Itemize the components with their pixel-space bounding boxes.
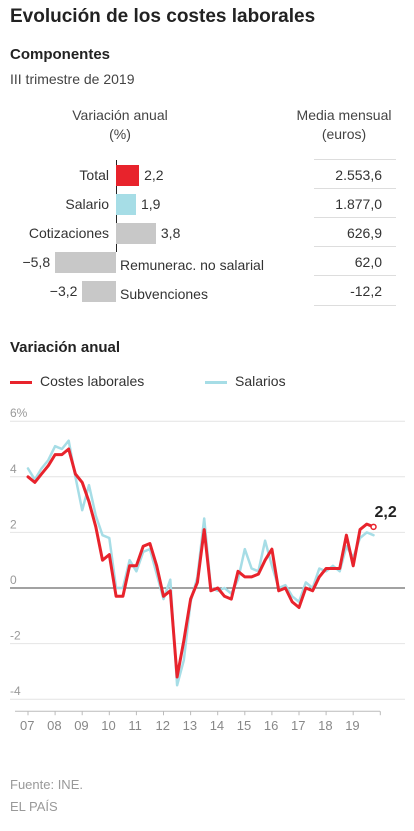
monthly-row-divider: [314, 305, 396, 306]
monthly-header: Media mensual (euros): [284, 106, 404, 144]
line-chart-heading: Variación anual: [10, 339, 121, 356]
component-bar: [116, 194, 136, 215]
y-tick-label: 6%: [10, 406, 28, 420]
monthly-row-divider: [314, 217, 396, 218]
x-tick-label: 08: [47, 718, 61, 730]
component-value: 1,9: [140, 196, 161, 212]
component-label: Cotizaciones: [28, 225, 109, 241]
component-bar: [82, 281, 116, 302]
x-tick-label: 12: [156, 718, 170, 730]
component-bar: [116, 165, 140, 186]
x-tick-label: 13: [183, 718, 197, 730]
source-text: Fuente: INE.: [10, 777, 83, 792]
component-value: −5,8: [22, 254, 51, 270]
x-tick-label: 16: [264, 718, 278, 730]
x-tick-label: 09: [74, 718, 88, 730]
component-label: Total: [79, 167, 109, 183]
series-line-costes-laborales: [26, 447, 375, 679]
monthly-value: 626,9: [346, 225, 382, 241]
monthly-value: 62,0: [354, 254, 382, 270]
component-label: Remunerac. no salarial: [120, 257, 264, 273]
y-tick-label: 4: [10, 462, 17, 476]
components-heading: Componentes: [10, 46, 111, 63]
y-tick-label: -4: [10, 684, 21, 698]
component-value: 2,2: [144, 167, 164, 183]
monthly-header-line1: Media mensual: [296, 107, 392, 123]
period-label: III trimestre de 2019: [10, 71, 135, 87]
component-bar: [116, 223, 156, 244]
x-tick-label: 14: [210, 718, 224, 730]
monthly-row-divider: [314, 188, 396, 189]
variation-header-line2: (%): [109, 126, 131, 142]
component-bar: [55, 252, 116, 273]
x-tick-label: 07: [20, 718, 34, 730]
end-value-label: 2,2: [375, 504, 397, 521]
monthly-value: -12,2: [350, 283, 382, 299]
y-tick-label: -2: [10, 629, 21, 643]
component-label: Salario: [65, 196, 109, 212]
x-tick-label: 11: [128, 718, 142, 730]
end-point-marker: [370, 523, 377, 531]
x-tick-label: 19: [345, 718, 359, 730]
monthly-row-divider: [314, 246, 396, 247]
legend-label-costes: Costes laborales: [40, 373, 145, 389]
x-tick-label: 17: [291, 718, 305, 730]
chart-title: Evolución de los costes laborales: [10, 6, 316, 27]
line-chart-svg: 6% 4 2 0 -2 -4 07 08 09 10 11 12 13 14 15 16 17 18 19 2,2: [10, 406, 405, 730]
x-tick-label: 18: [318, 718, 332, 730]
monthly-row-divider: [314, 275, 396, 276]
legend-label-salarios: Salarios: [235, 373, 286, 389]
monthly-header-line2: (euros): [321, 126, 367, 142]
y-tick-label: 2: [10, 517, 17, 531]
monthly-value: 1.877,0: [335, 196, 382, 212]
monthly-row-divider: [314, 159, 396, 160]
component-value: 3,8: [160, 225, 181, 241]
x-tick-label: 15: [237, 718, 251, 730]
legend-swatch-salarios: [205, 381, 227, 384]
component-value: −3,2: [49, 283, 78, 299]
variation-header: Variación anual (%): [50, 106, 190, 144]
legend-swatch-costes: [10, 381, 32, 384]
y-tick-label: 0: [10, 573, 17, 587]
monthly-value: 2.553,6: [335, 167, 382, 183]
variation-header-line1: Variación anual: [72, 107, 168, 123]
x-tick-label: 10: [101, 718, 115, 730]
publisher-text: EL PAÍS: [10, 799, 58, 814]
component-label: Subvenciones: [120, 286, 208, 302]
